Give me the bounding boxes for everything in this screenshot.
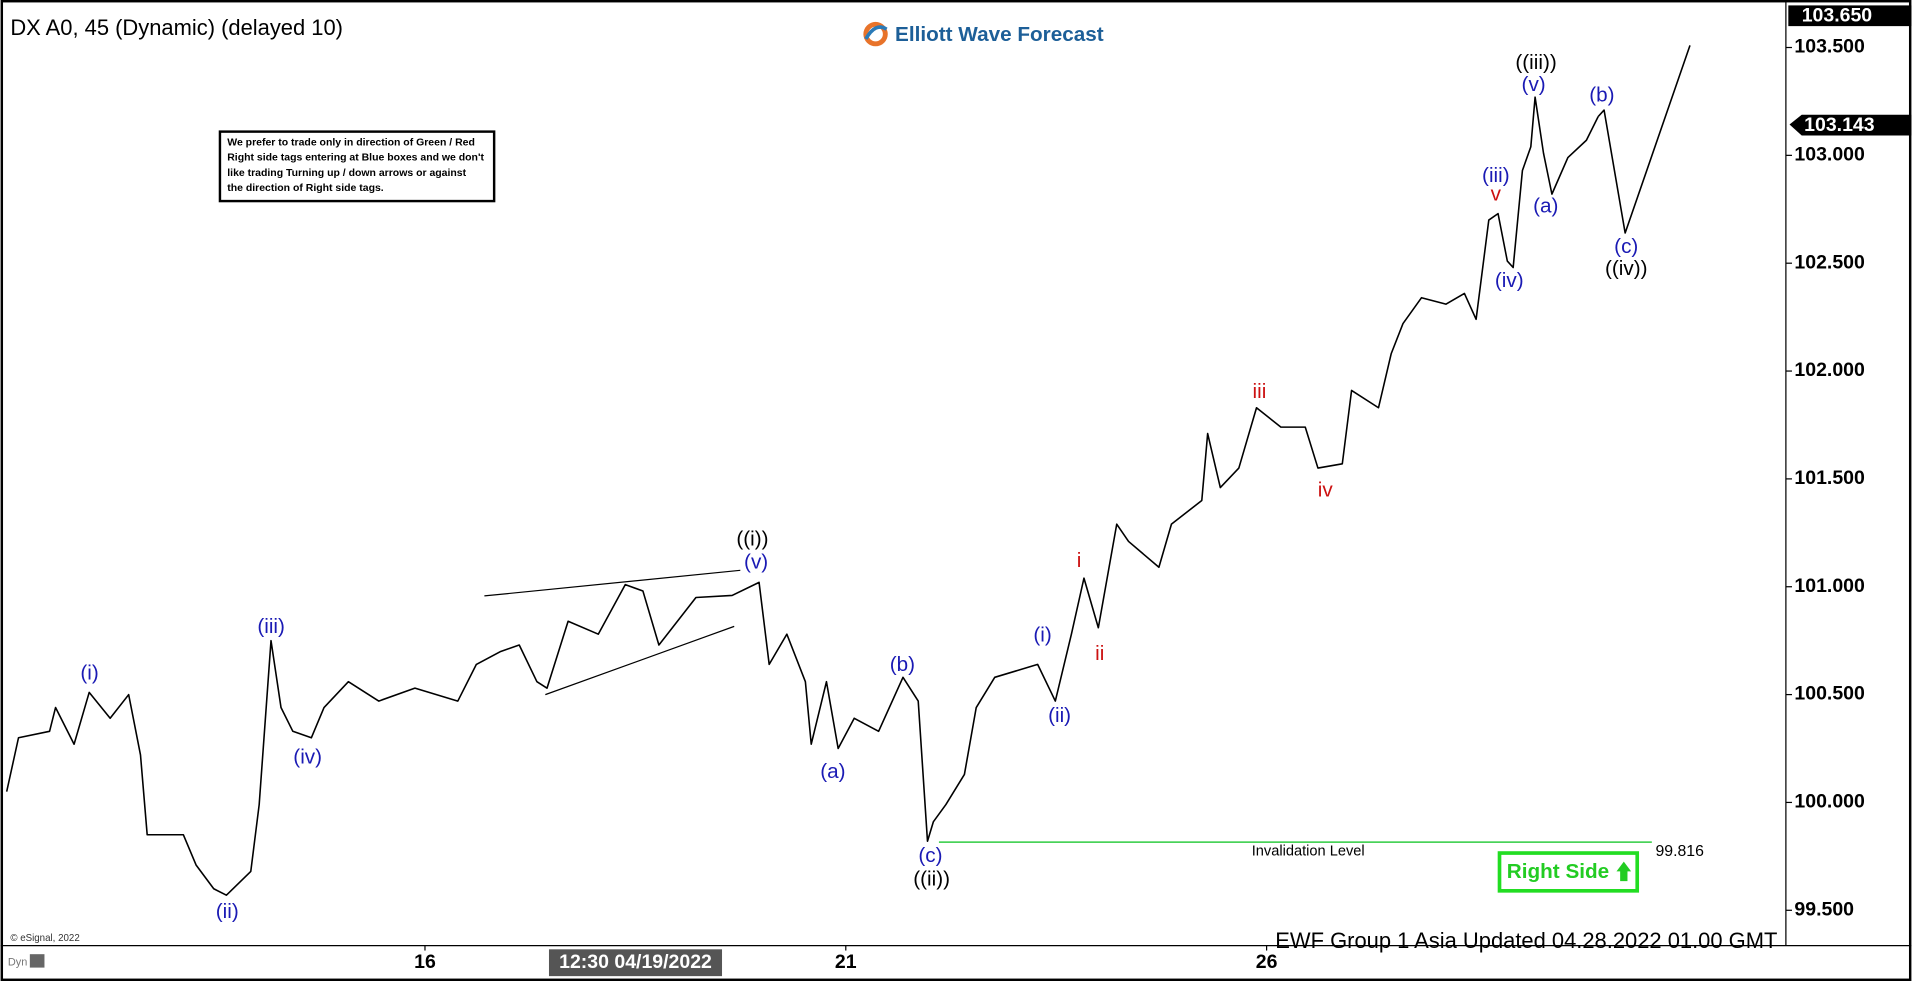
- note-text: We prefer to trade only in direction of …: [227, 137, 484, 194]
- right-side-box: [1497, 851, 1640, 893]
- invalidation-value: 99.816: [1655, 843, 1704, 860]
- y-tick-label: 99.500: [1794, 898, 1854, 920]
- x-tick-label: 21: [835, 951, 857, 973]
- price-line: [5, 96, 1599, 897]
- corner-label: Dyn: [8, 957, 27, 969]
- last-price-label: 103.143: [1804, 114, 1875, 136]
- y-tick-label: 100.500: [1794, 683, 1865, 705]
- wave-label: (v): [744, 550, 768, 573]
- wave-label: v: [1491, 182, 1502, 205]
- x-tick-label: 16: [414, 951, 436, 973]
- y-tick-label: 103.000: [1794, 144, 1865, 166]
- brand-logo: Elliott Wave Forecast: [863, 21, 1104, 47]
- wave-label: ((i)): [736, 527, 768, 550]
- top-price-label: 103.650: [1802, 5, 1873, 27]
- crosshair-box: [548, 949, 723, 977]
- y-tick-label: 101.000: [1794, 575, 1865, 597]
- right-side-label: Right Side: [1507, 860, 1609, 883]
- wave-label: (c): [918, 844, 942, 867]
- note-line: Right side tags entering at Blue boxes a…: [227, 153, 484, 164]
- note-line: the direction of Right side tags.: [227, 183, 384, 194]
- y-tick-label: 102.500: [1794, 251, 1865, 273]
- wave-label: (b): [1589, 84, 1614, 107]
- y-tick-label: 100.000: [1794, 791, 1865, 813]
- wave-label: (v): [1522, 73, 1546, 96]
- last-price-box: [1789, 114, 1912, 136]
- wave-label: (iii): [257, 615, 285, 638]
- wave-label: ((iv)): [1605, 257, 1648, 280]
- invalidation-label: Invalidation Level: [1252, 844, 1365, 860]
- wave-label: ((ii)): [913, 867, 950, 890]
- logo-swoosh: [864, 25, 888, 40]
- triangle-lower-line: [545, 625, 735, 696]
- triangle-upper-line: [484, 569, 741, 597]
- right-side-arrow: [1616, 861, 1632, 882]
- wave-label: (a): [1533, 195, 1558, 218]
- y-tick-label: 103.500: [1794, 36, 1865, 58]
- note-line: like trading Turning up / down arrows or…: [227, 168, 466, 179]
- top-price-box: [1788, 5, 1912, 27]
- brand-name: Elliott Wave Forecast: [895, 23, 1104, 46]
- y-tick-label: 102.000: [1794, 359, 1865, 381]
- wave-label: (iv): [293, 745, 322, 768]
- chart-title: DX A0, 45 (Dynamic) (delayed 10): [10, 15, 343, 40]
- wave-label: iv: [1318, 479, 1334, 502]
- footer: EWF Group 1 Asia Updated 04.28.2022 01.0…: [1275, 928, 1777, 953]
- wave-label: iii: [1253, 380, 1267, 403]
- wave-label: (i): [80, 661, 98, 684]
- corner-icon: [29, 954, 45, 968]
- plot-area: [5, 45, 1691, 897]
- projection-line: [1597, 45, 1691, 234]
- wave-label: ii: [1095, 642, 1104, 665]
- wave-label: (b): [890, 653, 915, 676]
- wave-label: (c): [1614, 235, 1638, 258]
- note-box: [218, 130, 496, 203]
- copyright: © eSignal, 2022: [10, 933, 79, 944]
- y-tick-label: 101.500: [1794, 467, 1865, 489]
- wave-label: (ii): [216, 900, 239, 923]
- wave-label: (iv): [1495, 269, 1524, 292]
- wave-label: (ii): [1048, 704, 1071, 727]
- wave-label: ((iii)): [1515, 51, 1556, 74]
- x-tick-label: 26: [1256, 951, 1278, 973]
- wave-label: i: [1077, 549, 1082, 572]
- crosshair-label: 12:30 04/19/2022: [559, 951, 712, 973]
- wave-label: (i): [1033, 624, 1051, 647]
- note-line: We prefer to trade only in direction of …: [227, 137, 475, 148]
- wave-label: (iii): [1482, 164, 1510, 187]
- wave-label: (a): [820, 760, 845, 783]
